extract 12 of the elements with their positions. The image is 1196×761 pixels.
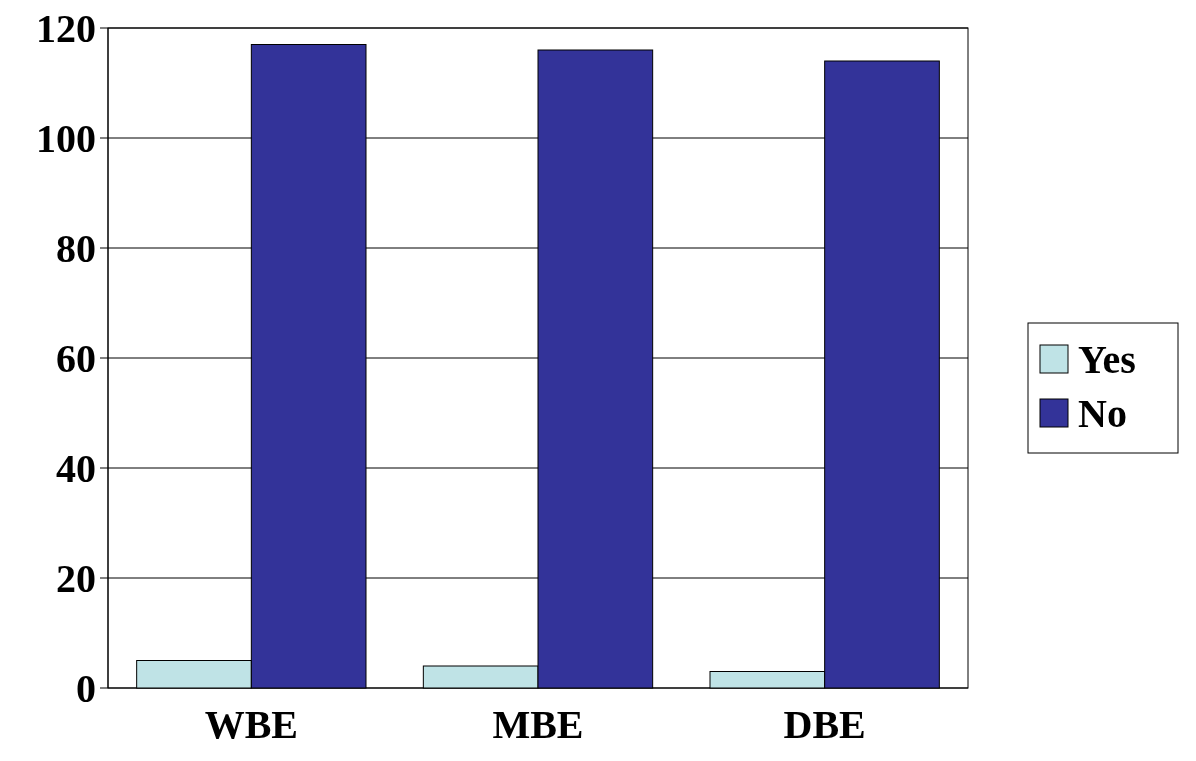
legend-label: No	[1078, 391, 1127, 436]
y-tick-label: 60	[56, 336, 96, 381]
y-tick-label: 80	[56, 226, 96, 271]
y-tick-label: 100	[36, 116, 96, 161]
y-tick-label: 0	[76, 666, 96, 711]
x-tick-label: DBE	[783, 702, 866, 747]
legend-label: Yes	[1078, 337, 1136, 382]
y-tick-label: 40	[56, 446, 96, 491]
y-tick-label: 20	[56, 556, 96, 601]
x-tick-label: MBE	[492, 702, 584, 747]
x-tick-label: WBE	[204, 702, 299, 747]
y-tick-label: 120	[36, 6, 96, 51]
